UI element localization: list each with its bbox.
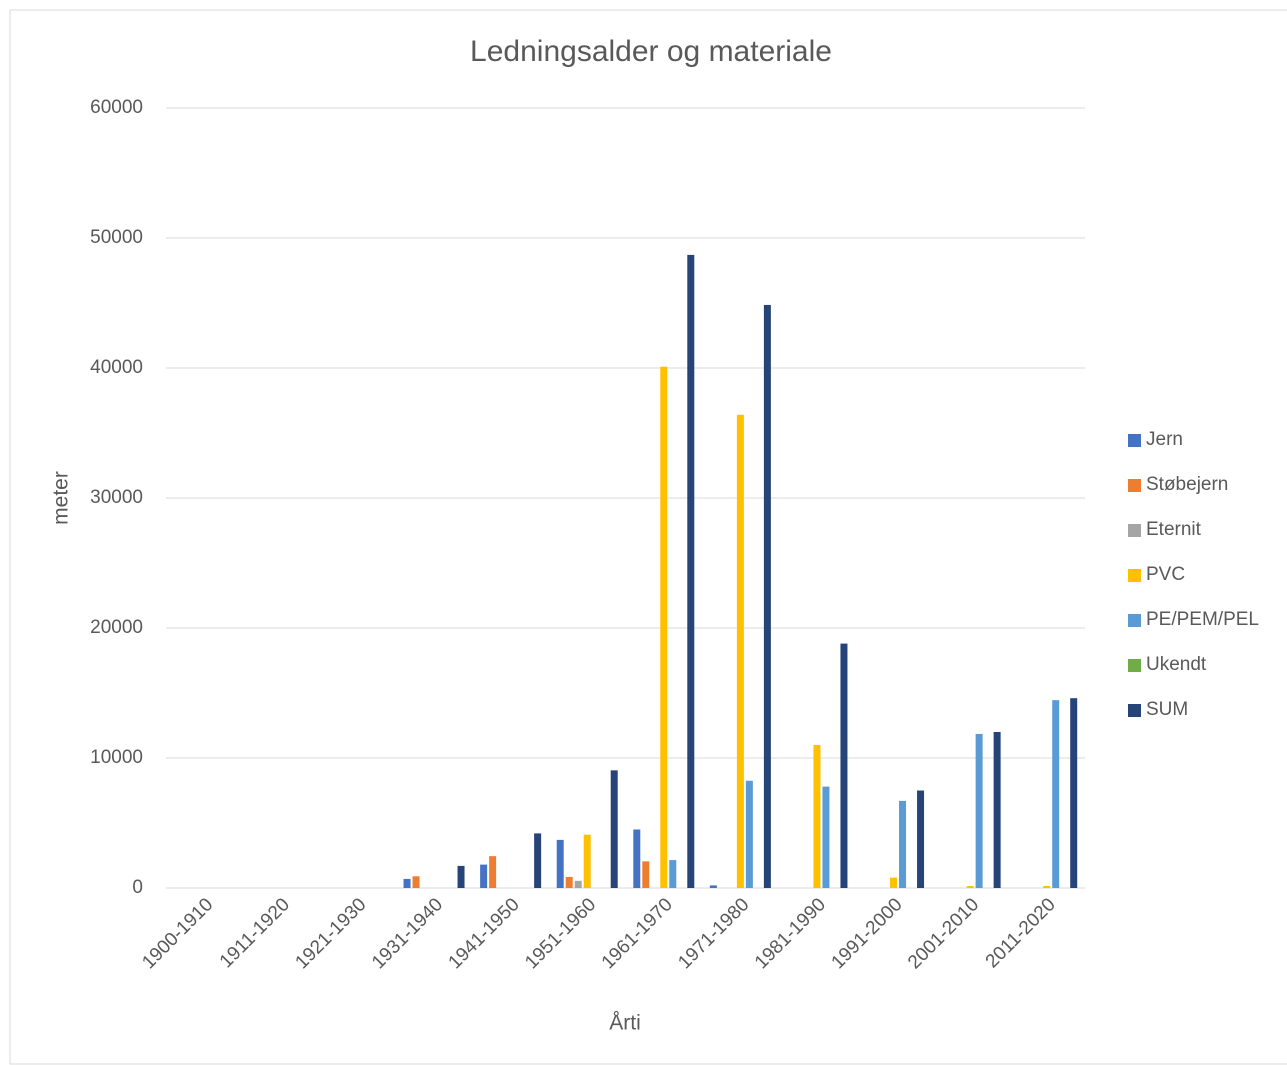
legend-swatch [1128,614,1141,627]
bar [840,643,848,888]
y-tick-label: 10000 [90,747,143,768]
bar [709,885,717,888]
bar [583,834,591,888]
bar [574,880,582,888]
bar [534,833,542,888]
legend-label: Eternit [1146,519,1202,540]
bar [1070,698,1078,888]
bar [745,780,753,888]
bar [993,732,1001,888]
bar [813,745,821,888]
bar [457,865,465,888]
bar [736,414,744,888]
legend-label: Støbejern [1146,474,1228,495]
bar [480,864,488,888]
bar [642,861,650,888]
y-tick-label: 60000 [90,97,143,118]
bar [1043,886,1051,888]
bar [899,800,907,888]
legend-swatch [1128,479,1141,492]
chart-title: Ledningsalder og materiale [470,35,832,68]
bar [412,876,420,888]
bar [669,860,677,888]
y-tick-label: 50000 [90,227,143,248]
bar [917,790,925,888]
legend-label: Ukendt [1146,654,1207,675]
bar [1052,700,1060,888]
bar [975,733,983,888]
bar [403,878,411,888]
legend-swatch [1128,659,1141,672]
bar [687,254,695,888]
y-tick-label: 20000 [90,617,143,638]
legend-label: Jern [1146,429,1183,450]
bar [556,839,564,888]
legend-swatch [1128,524,1141,537]
legend-label: SUM [1146,699,1188,720]
x-axis-label: Årti [609,1012,641,1035]
y-tick-label: 30000 [90,487,143,508]
bar [890,877,898,888]
bar [610,770,618,888]
bar [763,304,771,888]
y-tick-label: 40000 [90,357,143,378]
bar [966,886,974,888]
bar [565,876,573,888]
legend-swatch [1128,569,1141,582]
legend-label: PE/PEM/PEL [1146,609,1259,630]
bar [660,366,668,888]
legend-swatch [1128,434,1141,447]
bar [633,829,641,888]
legend-label: PVC [1146,564,1185,585]
bar [822,786,830,888]
y-tick-label: 0 [132,877,143,898]
y-axis-label: meter [50,471,73,525]
legend-swatch [1128,704,1141,717]
bar [489,856,497,888]
